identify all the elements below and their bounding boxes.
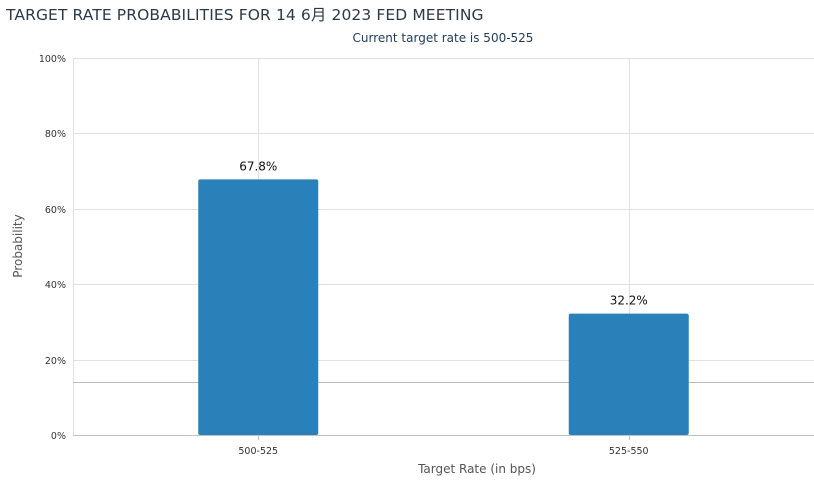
data-label-525-550: 32.2%: [610, 294, 648, 308]
data-label-500-525: 67.8%: [239, 159, 277, 173]
grid-lines: [73, 58, 814, 436]
data-labels: 67.8% 32.2%: [239, 159, 648, 307]
y-axis-title: Probability: [11, 214, 25, 277]
x-tick-label: 500-525: [238, 446, 278, 457]
bar-500-525: [198, 179, 319, 435]
x-tick-label: 525-550: [609, 446, 649, 457]
chart-subtitle: Current target rate is 500-525: [353, 31, 534, 45]
bars: [198, 179, 689, 435]
bar-525-550: [568, 313, 689, 435]
page-title: TARGET RATE PROBABILITIES FOR 14 6月 2023…: [6, 6, 484, 24]
y-tick-label: 40%: [45, 280, 66, 291]
y-tick-label: 0%: [51, 431, 66, 442]
y-tick-label: 100%: [39, 54, 66, 65]
x-axis-ticks: 500-525 525-550: [238, 435, 649, 457]
y-tick-label: 60%: [45, 205, 66, 216]
y-tick-label: 80%: [45, 129, 66, 140]
y-tick-label: 20%: [45, 356, 66, 367]
y-axis-ticks: 0% 20% 40% 60% 80% 100%: [39, 54, 66, 442]
x-axis-title: Target Rate (in bps): [417, 462, 536, 476]
